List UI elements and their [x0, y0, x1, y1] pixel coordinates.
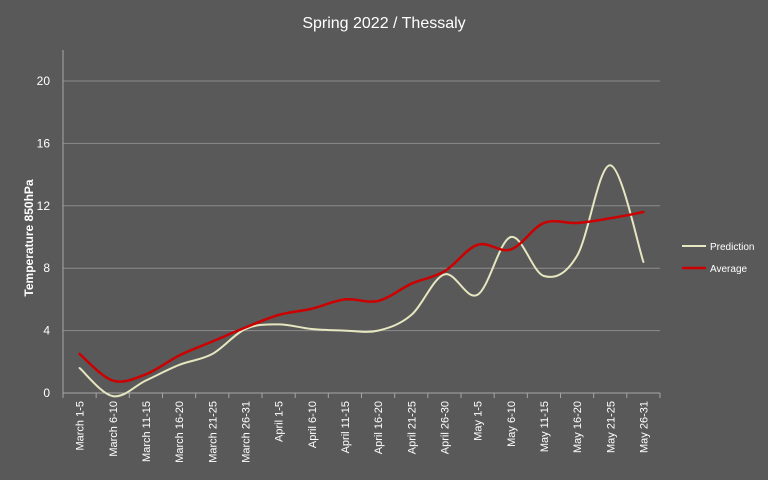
y-tick-label: 16 — [37, 136, 51, 150]
x-tick-label: April 1-5 — [274, 401, 286, 442]
y-tick-labels: 0 4 8 12 16 20 — [37, 74, 51, 400]
x-tick-label: April 11-15 — [340, 401, 352, 453]
x-tick-label: March 6-10 — [108, 401, 120, 457]
x-tick-label: April 26-30 — [439, 401, 451, 454]
legend: Prediction Average — [682, 242, 754, 275]
y-tick-label: 0 — [43, 386, 50, 400]
legend-label: Prediction — [710, 242, 754, 253]
gridlines — [63, 80, 660, 332]
x-tick-label: April 6-10 — [307, 401, 319, 448]
x-tick-label: May 16-20 — [572, 401, 584, 453]
series-line-average — [78, 210, 645, 383]
y-axis-label: Temperature 850hPa — [22, 179, 36, 296]
x-tick-label: May 21-25 — [605, 401, 617, 453]
x-tick-labels: March 1-5 March 6-10 March 11-15 March 16-2… — [75, 401, 651, 463]
y-tick-label: 20 — [37, 74, 51, 88]
y-tick-label: 4 — [43, 324, 50, 338]
y-tick-label: 8 — [43, 261, 50, 275]
series-lines — [78, 164, 645, 398]
x-tick-label: May 1-5 — [473, 401, 485, 441]
x-tick-label: March 11-15 — [141, 401, 153, 462]
y-tick-label: 12 — [37, 199, 51, 213]
x-tick-label: March 21-25 — [207, 401, 219, 463]
chart-title: Spring 2022 / Thessaly — [302, 15, 465, 32]
x-tick-label: March 26-31 — [240, 401, 252, 463]
x-tick-label: March 1-5 — [75, 401, 87, 451]
x-tick-label: March 16-20 — [174, 401, 186, 463]
x-tick-label: April 16-20 — [373, 401, 385, 454]
x-tick-label: May 6-10 — [506, 401, 518, 447]
axes — [62, 50, 661, 398]
x-tick-label: May 11-15 — [539, 401, 551, 452]
legend-label: Average — [710, 264, 748, 275]
series-line-prediction — [78, 164, 645, 398]
x-tick-label: May 26-31 — [638, 401, 650, 453]
x-tick-label: April 21-25 — [406, 401, 418, 454]
